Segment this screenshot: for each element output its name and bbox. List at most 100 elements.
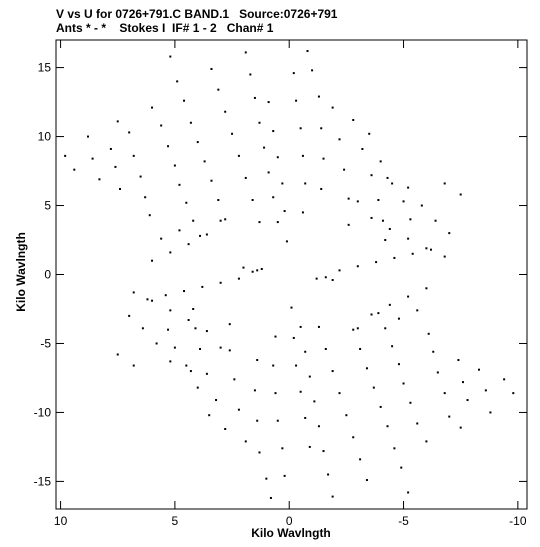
- uv-point: [116, 120, 119, 123]
- uv-point: [429, 248, 432, 251]
- uv-point: [331, 370, 334, 373]
- uv-point: [420, 204, 423, 207]
- uv-point: [393, 447, 396, 450]
- uv-point: [459, 193, 462, 196]
- uv-point: [347, 197, 350, 200]
- uv-point: [109, 147, 112, 150]
- uv-point: [327, 473, 330, 476]
- uv-point: [199, 234, 202, 237]
- uv-point: [208, 414, 211, 417]
- uv-point: [290, 306, 293, 309]
- uv-point: [370, 313, 373, 316]
- uv-point: [407, 491, 410, 494]
- uv-point: [224, 427, 227, 430]
- y-tick-label: -15: [34, 474, 52, 488]
- uv-point: [114, 165, 117, 168]
- uv-point: [260, 267, 263, 270]
- uv-point: [489, 411, 492, 414]
- uv-point: [219, 219, 222, 222]
- uv-point: [219, 346, 222, 349]
- uv-point: [368, 132, 371, 135]
- uv-point: [201, 285, 204, 288]
- uv-point: [304, 350, 307, 353]
- uv-point: [295, 99, 298, 102]
- uv-point: [466, 399, 469, 402]
- uv-point: [512, 392, 515, 395]
- uv-point: [205, 233, 208, 236]
- uv-point: [356, 327, 359, 330]
- x-tick-label: 0: [286, 514, 293, 528]
- uv-point: [258, 121, 261, 124]
- uv-point: [352, 119, 355, 122]
- uv-point: [308, 375, 311, 378]
- uv-point: [301, 154, 304, 157]
- uv-point: [409, 218, 412, 221]
- uv-point: [256, 269, 259, 272]
- uv-point: [237, 277, 240, 280]
- uv-point: [292, 336, 295, 339]
- uv-point: [267, 171, 270, 174]
- y-axis-label: Kilo Wavlngth: [14, 232, 28, 312]
- uv-point: [448, 232, 451, 235]
- uv-point: [407, 295, 410, 298]
- uv-point: [397, 363, 400, 366]
- uv-point: [164, 294, 167, 297]
- uv-point: [352, 328, 355, 331]
- uv-point: [407, 186, 410, 189]
- uv-point: [359, 347, 362, 350]
- uv-point: [425, 440, 428, 443]
- uv-point: [283, 210, 286, 213]
- uv-point: [141, 327, 144, 330]
- uv-point: [256, 359, 259, 362]
- uv-point: [304, 416, 307, 419]
- uv-point: [338, 138, 341, 141]
- uv-point: [356, 200, 359, 203]
- uv-point: [356, 265, 359, 268]
- plot-header-title: V vs U for 0726+791.C BAND.1 Source:0726…: [56, 7, 338, 21]
- uv-point: [320, 187, 323, 190]
- x-tick-label: -10: [509, 514, 527, 528]
- uv-point: [192, 219, 195, 222]
- uv-point: [183, 99, 186, 102]
- axis-ticks: [56, 40, 527, 509]
- uv-point: [331, 495, 334, 498]
- uv-point: [249, 73, 252, 76]
- uv-point: [132, 154, 135, 157]
- uv-point: [370, 174, 373, 177]
- x-tick-label: 5: [172, 514, 179, 528]
- uv-point: [338, 392, 341, 395]
- uv-point: [253, 389, 256, 392]
- uv-point: [151, 299, 154, 302]
- uv-point: [391, 345, 394, 348]
- uv-point: [425, 247, 428, 250]
- y-tick-label: -5: [40, 336, 51, 350]
- uv-point: [169, 251, 172, 254]
- y-tick-label: 0: [44, 268, 51, 282]
- uv-point: [228, 349, 231, 352]
- uv-point: [151, 106, 154, 109]
- uv-point: [443, 392, 446, 395]
- uv-point: [146, 298, 149, 301]
- uv-point: [98, 178, 101, 181]
- uv-point: [256, 419, 259, 422]
- uv-point: [132, 291, 135, 294]
- uv-point: [192, 307, 195, 310]
- uv-point: [169, 55, 172, 58]
- uv-point: [375, 261, 378, 264]
- uv-point: [242, 266, 245, 269]
- uv-point: [304, 182, 307, 185]
- uv-point: [272, 364, 275, 367]
- uv-point: [128, 314, 131, 317]
- uv-point: [388, 227, 391, 230]
- uv-point: [274, 392, 277, 395]
- y-tick-label: -10: [34, 405, 52, 419]
- uv-point: [384, 327, 387, 330]
- uv-point: [299, 325, 302, 328]
- uv-point: [231, 132, 234, 135]
- uv-point: [205, 330, 208, 333]
- uv-point: [400, 466, 403, 469]
- uv-point: [315, 277, 318, 280]
- uv-point: [228, 323, 231, 326]
- uv-point: [73, 168, 76, 171]
